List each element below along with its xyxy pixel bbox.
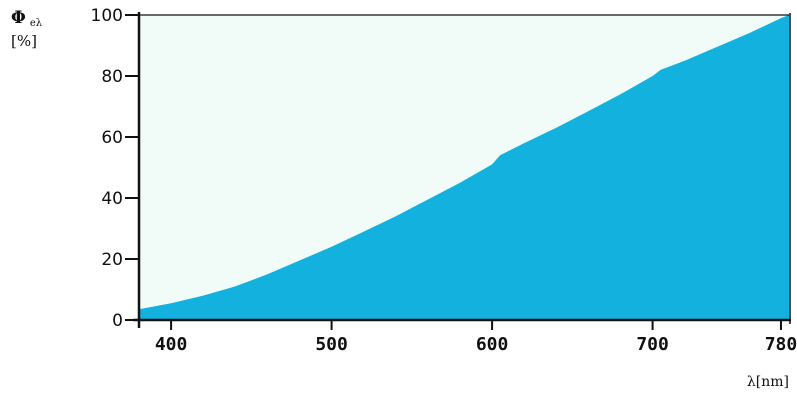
y-tick-label: 20 (101, 250, 123, 270)
x-axis-label: λ[nm] (747, 374, 789, 390)
y-tick-label: 60 (101, 128, 123, 148)
spectral-area (139, 15, 789, 320)
axes (133, 12, 791, 328)
y-tick-label: 100 (91, 6, 123, 26)
y-tick-label: 0 (112, 311, 123, 331)
x-tick-label: 700 (636, 334, 669, 355)
y-axis-symbol: Φ (11, 8, 26, 28)
y-axis-subscript: eλ (30, 18, 43, 29)
x-ticks: 400 500 600 700 780 (155, 320, 797, 355)
x-tick-label: 780 (765, 334, 797, 355)
y-ticks: 0 20 40 60 80 100 (91, 6, 139, 331)
x-tick-label: 500 (315, 334, 348, 355)
x-tick-label: 600 (476, 334, 509, 355)
x-tick-label: 400 (155, 334, 188, 355)
y-tick-label: 80 (101, 67, 123, 87)
y-axis-unit: [%] (11, 32, 37, 50)
y-tick-label: 40 (101, 189, 123, 209)
